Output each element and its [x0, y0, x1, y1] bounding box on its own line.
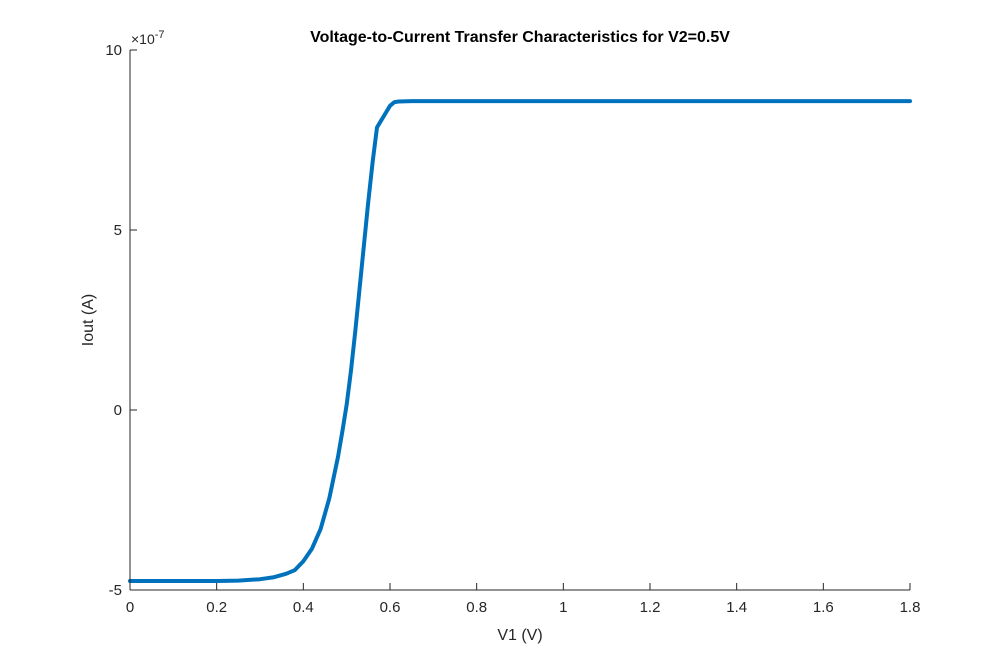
- y-axis-label: Iout (A): [80, 294, 97, 346]
- x-tick-label: 0: [126, 599, 134, 616]
- y-tick-label: -5: [109, 582, 122, 599]
- x-tick-label: 1: [559, 599, 567, 616]
- y-tick-label: 5: [114, 222, 122, 239]
- x-tick-label: 1.2: [640, 599, 661, 616]
- y-tick-label: 10: [105, 42, 122, 59]
- x-tick-label: 0.2: [206, 599, 227, 616]
- y-tick-label: 0: [114, 402, 122, 419]
- axes-background: [130, 50, 910, 590]
- x-tick-label: 0.6: [380, 599, 401, 616]
- series-line: [128, 99, 912, 583]
- x-tick-label: 1.8: [900, 599, 921, 616]
- x-tick-label: 1.6: [813, 599, 834, 616]
- x-axis-ticks: 0 0.2 0.4 0.6 0.8 1 1.2 1.4 1.6 1.8: [126, 583, 921, 616]
- x-axis-label: V1 (V): [497, 627, 542, 644]
- y-exponent-label: ×10-7: [131, 29, 165, 47]
- axes-lines: [129, 50, 910, 591]
- y-axis-ticks: -5 0 5 10: [105, 42, 137, 599]
- x-tick-label: 0.8: [466, 599, 487, 616]
- chart-title: Voltage-to-Current Transfer Characterist…: [310, 29, 730, 46]
- series-group: [128, 99, 912, 583]
- x-tick-label: 0.4: [293, 599, 314, 616]
- x-tick-label: 1.4: [726, 599, 747, 616]
